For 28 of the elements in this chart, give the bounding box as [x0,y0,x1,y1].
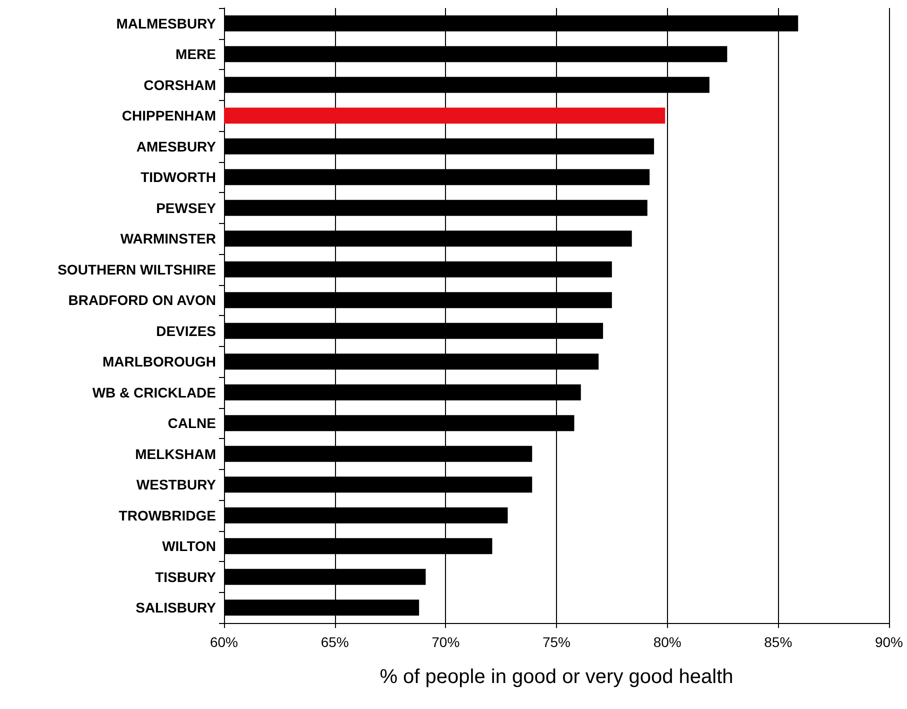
y-tick-label: TROWBRIDGE [118,507,216,524]
y-tick-label: MALMESBURY [116,15,217,32]
y-tick-label: MARLBOROUGH [102,354,216,370]
x-axis-title: % of people in good or very good health [380,666,734,688]
y-tick-label: AMESBURY [136,138,217,154]
x-tick-label: 65% [320,634,349,650]
y-tick-label: DEVIZES [156,322,216,339]
y-tick-label: TIDWORTH [140,169,216,186]
y-tick-label: TISBURY [155,568,217,585]
y-tick-label: BRADFORD ON AVON [68,292,216,308]
y-tick-label: CHIPPENHAM [122,108,216,124]
x-tick-label: 75% [542,634,571,650]
y-tick-label: CALNE [168,415,216,432]
x-tick-label: 60% [210,634,238,650]
x-tick-label: 70% [432,634,460,650]
y-tick-label: MERE [176,46,216,62]
y-tick-label: MELKSHAM [135,446,216,462]
y-tick-label: WILTON [162,538,216,554]
x-tick-label: 80% [653,634,682,650]
y-tick-label: WB & CRICKLADE [92,384,216,400]
x-tick-label: 90% [874,634,904,650]
y-tick-label: WARMINSTER [120,230,216,247]
y-tick-label: SOUTHERN WILTSHIRE [58,261,216,278]
x-tick-label: 85% [764,634,792,650]
y-tick-label: WESTBURY [136,476,217,493]
y-tick-label: CORSHAM [144,76,216,93]
y-tick-label: PEWSEY [156,200,217,216]
y-tick-label: SALISBURY [136,600,217,616]
